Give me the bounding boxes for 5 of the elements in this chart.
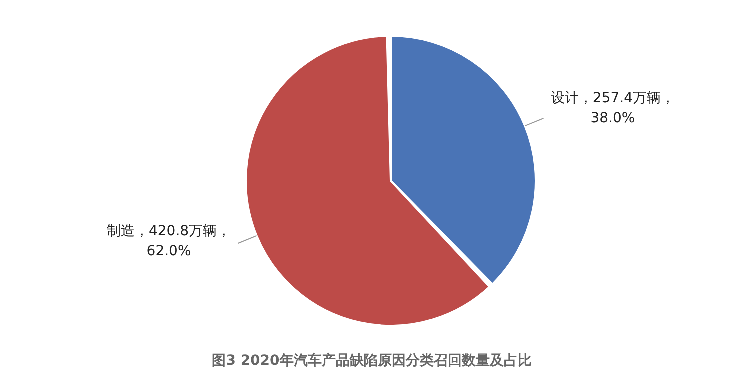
text: 图3 2020年汽车产品缺陷原因分类召回数量及占比 (211, 352, 533, 370)
data-label: ，257.4万辆， 38.0% (578, 90, 676, 127)
slice-label: 制造 (106, 223, 135, 240)
slice-label: 设计 (550, 90, 579, 107)
data-label: ，420.8万辆， 62.0% (134, 223, 232, 260)
